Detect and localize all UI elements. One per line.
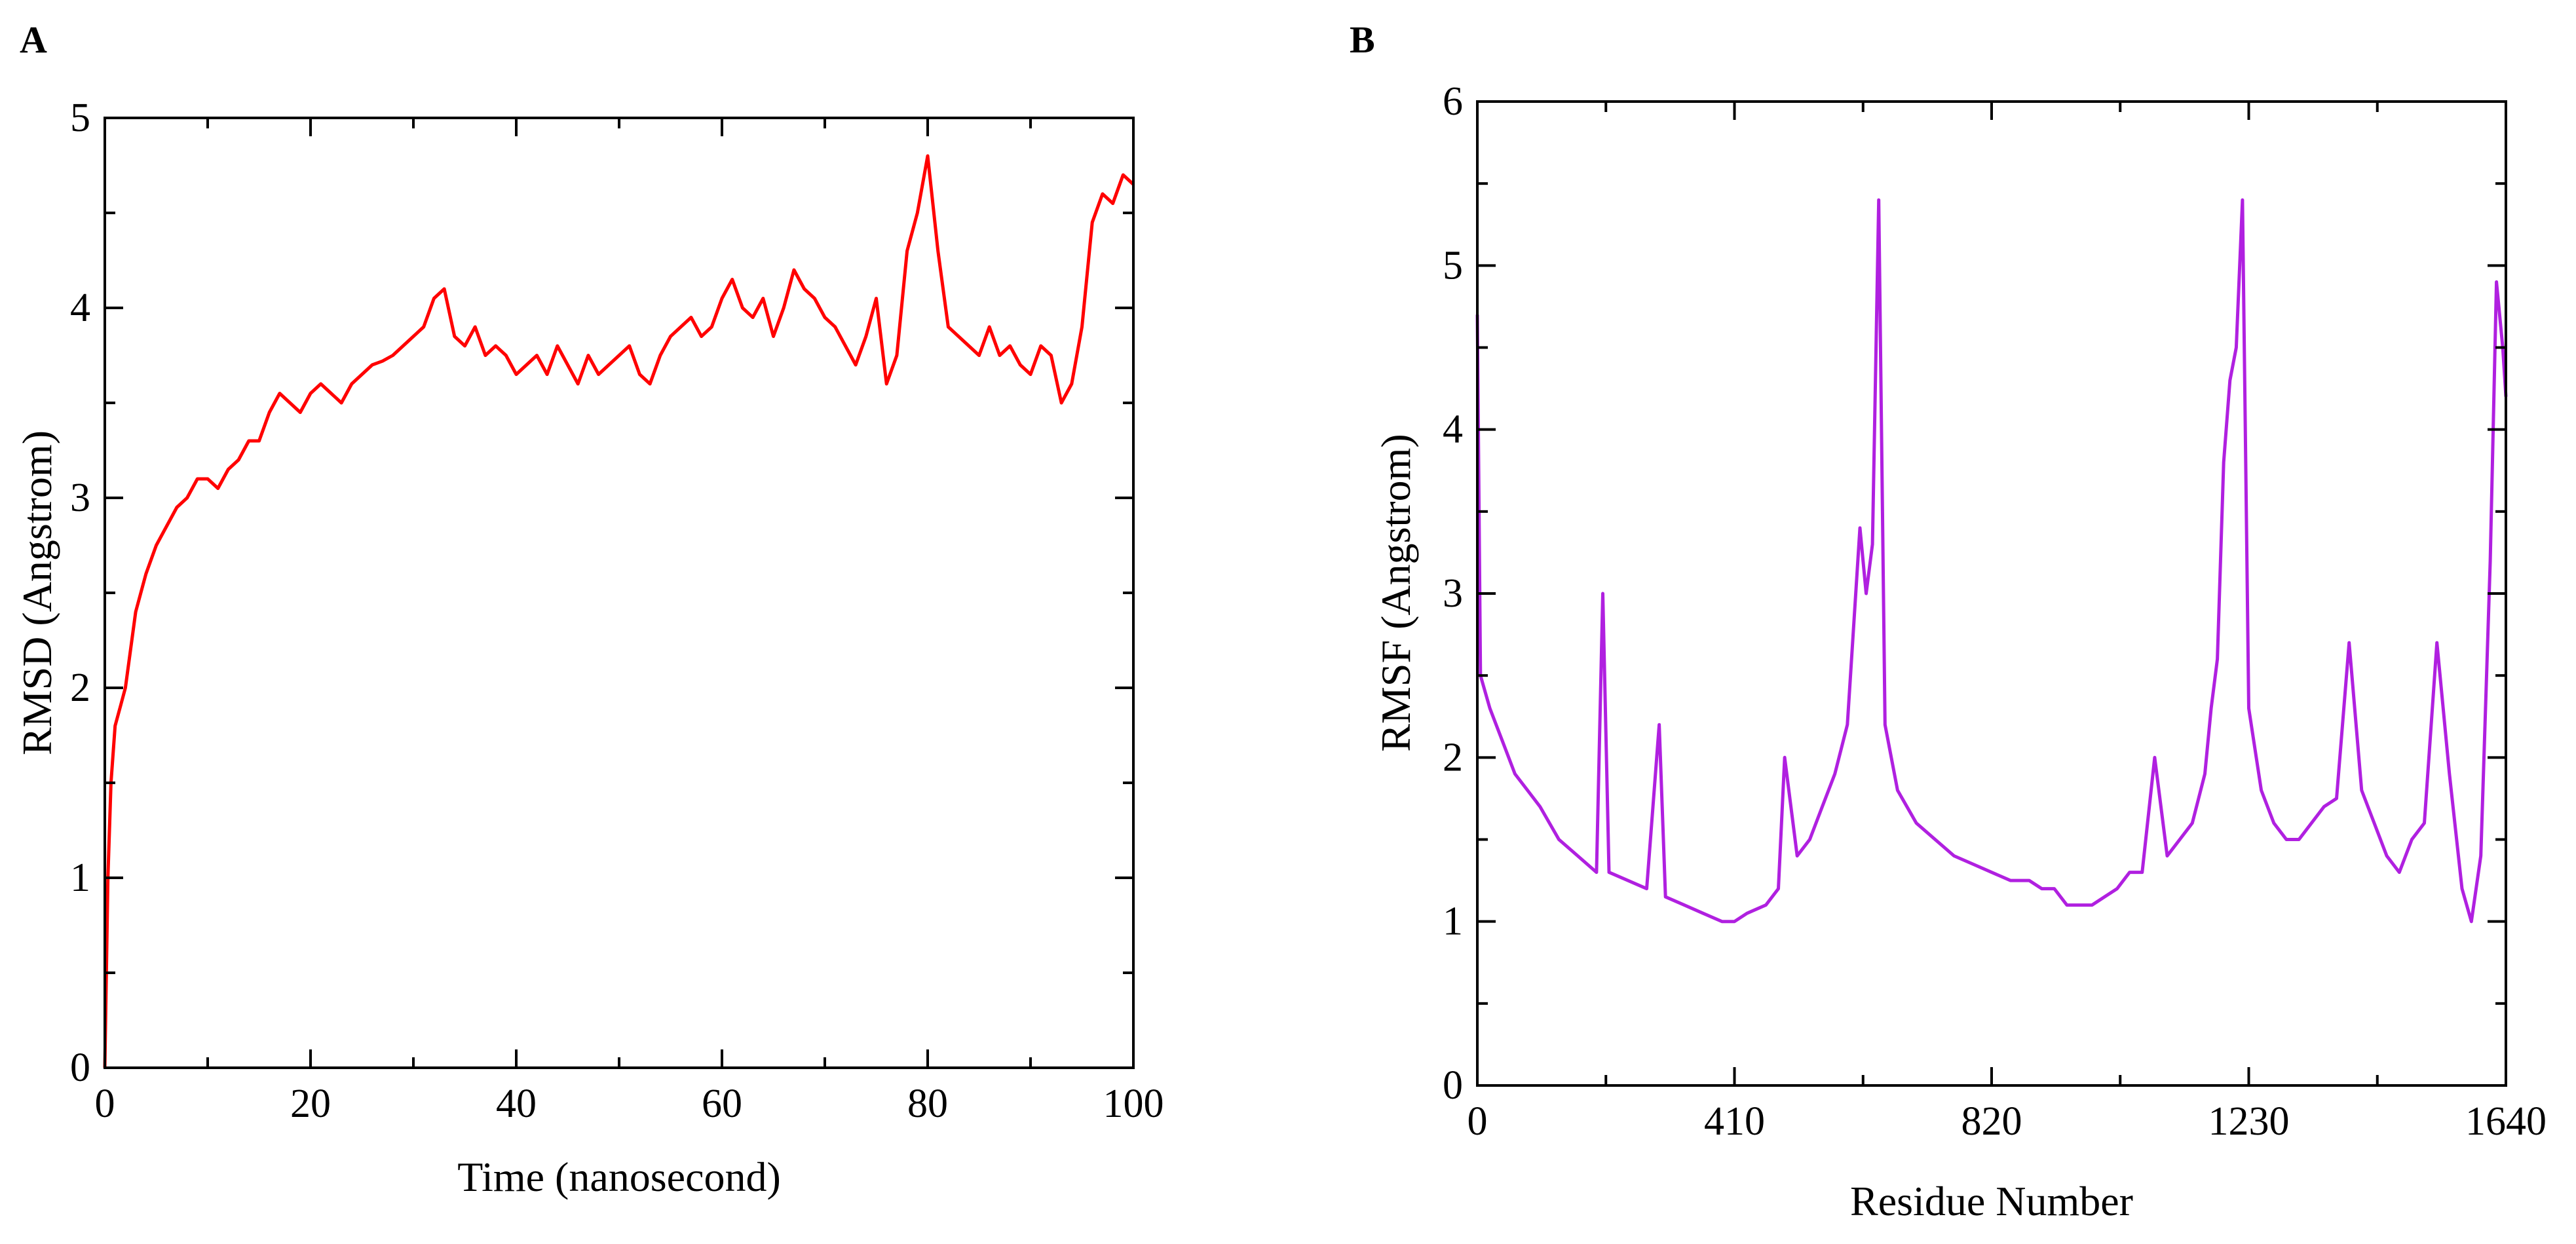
panel-b-y-tick-label: 0 bbox=[1443, 1063, 1463, 1108]
panel-b-x-tick-label: 410 bbox=[1704, 1099, 1765, 1144]
panel-a-series-line-0 bbox=[103, 154, 1135, 1068]
panel-a-x-tick-label: 20 bbox=[290, 1082, 331, 1126]
panel-b-label: B bbox=[1350, 18, 1375, 61]
panel-a-y-tick-label: 1 bbox=[70, 856, 90, 900]
panel-a-x-tick-label: 60 bbox=[702, 1082, 742, 1126]
panel-b-frame bbox=[1476, 100, 2507, 1087]
panel-a-x-tick-label: 0 bbox=[95, 1082, 115, 1126]
panel-b-x-tick-label: 1640 bbox=[2465, 1099, 2547, 1144]
panel-a-y-tick-label: 5 bbox=[70, 96, 90, 140]
panel-a-x-tick-label: 100 bbox=[1103, 1082, 1164, 1126]
panel-a-x-axis-title: Time (nanosecond) bbox=[457, 1154, 781, 1200]
panel-b-y-tick-label: 5 bbox=[1443, 243, 1463, 288]
panel-b-x-tick-label: 1230 bbox=[2208, 1099, 2290, 1144]
panel-a-tick-labels: 0 20 40 60 80 100 0 1 2 3 4 5 bbox=[70, 96, 1164, 1126]
panel-a-y-axis-title: RMSD (Angstrom) bbox=[14, 430, 60, 755]
panel-a-y-tick-label: 2 bbox=[70, 666, 90, 710]
panel-a-label: A bbox=[20, 18, 47, 61]
panel-b-y-tick-label: 6 bbox=[1443, 79, 1463, 124]
panel-b-series-line-0 bbox=[1475, 198, 2508, 924]
panel-b-ticks bbox=[1476, 100, 2507, 1087]
panel-a-plot-area bbox=[103, 154, 1135, 1068]
panel-b-x-axis-title: Residue Number bbox=[1850, 1178, 2133, 1224]
panel-a-x-tick-label: 40 bbox=[496, 1082, 537, 1126]
panel-a-y-tick-label: 4 bbox=[70, 286, 90, 330]
panel-b-plot-area bbox=[1475, 198, 2508, 924]
panel-a: A 0 20 40 60 80 100 0 1 2 3 4 5 Time (nanosecond) R… bbox=[14, 18, 1164, 1200]
panel-a-x-tick-label: 80 bbox=[907, 1082, 948, 1126]
panel-a-y-tick-label: 0 bbox=[70, 1046, 90, 1090]
panel-b-x-tick-label: 820 bbox=[1961, 1099, 2022, 1144]
panel-b-y-tick-label: 4 bbox=[1443, 407, 1463, 452]
panel-a-y-tick-label: 3 bbox=[70, 476, 90, 520]
panel-b-y-tick-label: 1 bbox=[1443, 899, 1463, 944]
panel-b-x-tick-label: 0 bbox=[1468, 1099, 1488, 1144]
panel-a-frame bbox=[104, 117, 1135, 1069]
panel-b-y-axis-title: RMSF (Angstrom) bbox=[1373, 434, 1419, 751]
panel-b-y-tick-label: 3 bbox=[1443, 571, 1463, 616]
panel-a-ticks bbox=[104, 117, 1135, 1069]
panel-b-y-tick-label: 2 bbox=[1443, 735, 1463, 780]
panel-b-tick-labels: 0 410 820 1230 1640 0 1 2 3 4 5 6 bbox=[1443, 79, 2547, 1144]
